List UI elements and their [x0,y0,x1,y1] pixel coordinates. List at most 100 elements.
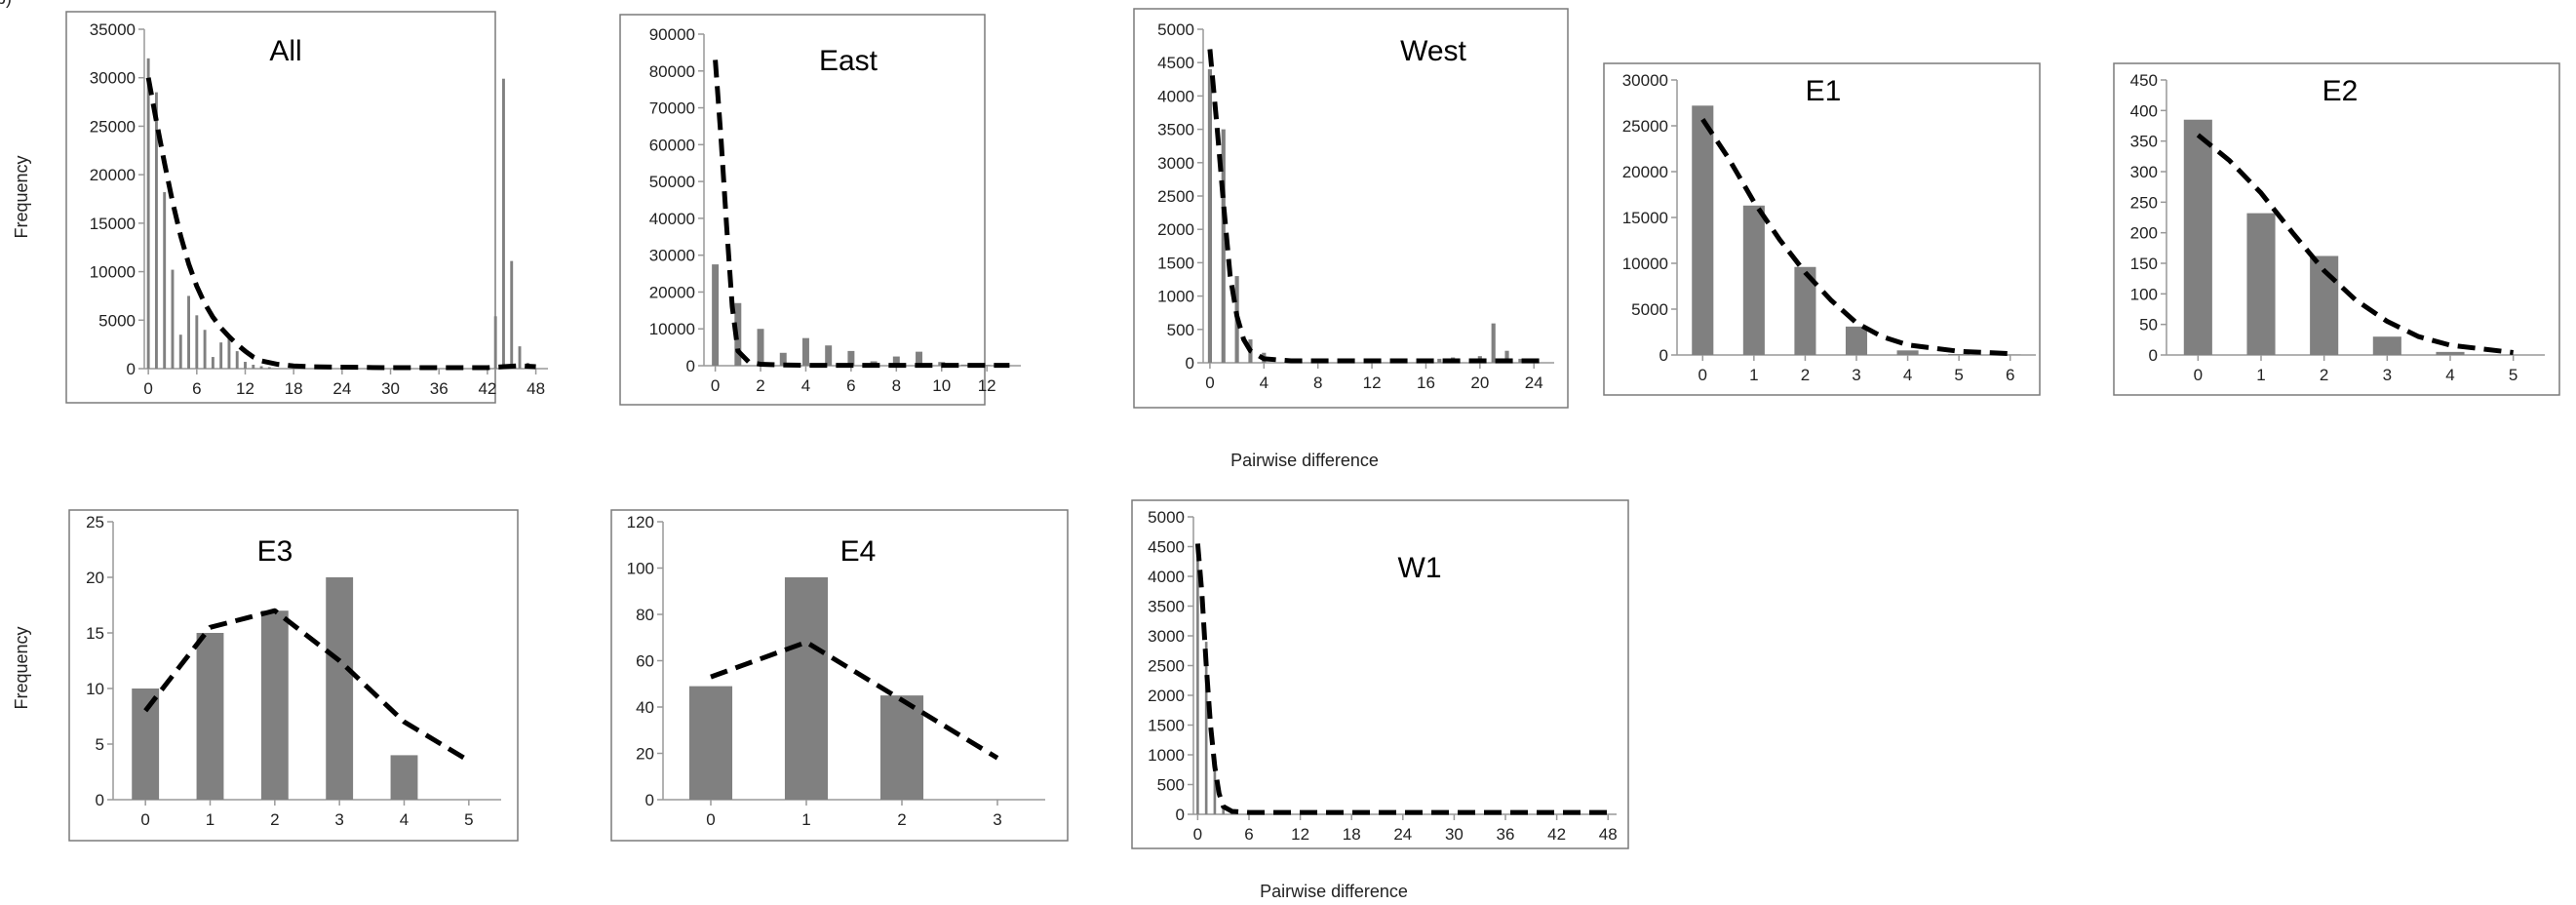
fit-curve [710,640,999,761]
bar [390,755,418,800]
y-tick-label: 10000 [649,320,695,338]
bar [1437,358,1442,363]
bar [2183,119,2212,355]
y-tick-label: 25 [86,513,104,531]
bar [801,337,809,366]
y-tick-label: 2500 [1157,187,1194,206]
chart-frame [1603,62,2041,396]
y-tick-label: 1000 [1148,746,1185,765]
y-tick-label: 2000 [1157,220,1194,239]
bar [779,352,787,366]
x-tick-label: 12 [978,376,996,395]
y-tick-label: 1000 [1157,288,1194,306]
x-tick-label: 3 [993,810,1001,829]
y-tick-label: 3500 [1148,598,1185,616]
x-tick-label: 12 [1291,825,1309,844]
x-tick-label: 24 [332,379,351,398]
chart-w1: 0 500 1000 1500 2000 2500 3000 3500 4000 4500 5000… [1131,499,1629,849]
y-tick-label: 40000 [649,210,695,228]
bar [1518,358,1523,363]
y-tick-label: 60 [636,652,654,671]
bar [983,365,991,366]
chart-title: E3 [257,535,293,568]
x-tick-label: 8 [892,376,901,395]
x-tick-label: 4 [1260,374,1268,392]
ylabel-bottom: Frequency [12,626,31,709]
y-tick-label: 4500 [1157,54,1194,72]
bar [1221,129,1226,363]
y-tick-label: 20 [86,569,104,587]
y-tick-label: 450 [2130,71,2158,90]
bar [196,633,224,800]
y-tick-label: 25000 [90,117,136,136]
chart-all: 0 5000 10000 15000 20000 25000 30000 35000 0 6 12 1… [65,11,548,404]
bar [154,92,158,369]
y-tick-label: 0 [127,360,136,378]
x-tick-label: 0 [1193,825,1202,844]
x-tick-label: 0 [140,810,149,829]
chart-title: E1 [1806,75,1842,107]
y-tick-label: 350 [2130,133,2158,151]
bar [260,610,289,800]
fit-curve [1207,49,1548,364]
x-tick-label: 0 [1698,366,1707,384]
y-tick-label: 2500 [1148,657,1185,676]
chart-east: 0 10000 20000 30000 40000 50000 60000 70000 8000… [619,14,1021,406]
bar [171,269,175,369]
bar [1222,805,1225,814]
x-tick-label: 24 [1525,374,1543,392]
bar [1213,761,1217,814]
x-tick-label: 8 [1313,374,1322,392]
y-tick-label: 0 [686,357,695,375]
bar [916,351,923,366]
x-tick-label: 18 [1343,825,1361,844]
y-tick-label: 90000 [649,25,695,44]
y-tick-label: 250 [2130,193,2158,212]
bar [879,695,924,801]
y-tick-label: 200 [2130,224,2158,243]
bar [203,330,207,369]
y-tick-label: 15000 [1622,209,1668,227]
bar [235,351,239,369]
bar [518,346,522,369]
y-tick-label: 20000 [649,283,695,301]
y-tick-label: 5 [96,735,104,754]
x-tick-label: 24 [1393,825,1412,844]
fit-curve [713,59,1010,369]
y-tick-label: 0 [96,791,104,809]
y-tick-label: 3000 [1157,154,1194,173]
y-tick-label: 3000 [1148,627,1185,646]
y-tick-label: 2000 [1148,687,1185,705]
x-tick-label: 2 [756,376,764,395]
y-tick-label: 300 [2130,163,2158,181]
x-tick-label: 0 [706,810,715,829]
bar [1845,326,1868,355]
x-tick-label: 2 [2320,366,2328,384]
fit-curve [1700,118,2010,357]
y-tick-label: 150 [2130,255,2158,273]
chart-title: E2 [2322,75,2359,107]
bar [1196,558,1199,814]
fit-curve [145,77,536,371]
x-tick-label: 36 [430,379,449,398]
bar [267,367,271,369]
bar [712,264,720,366]
y-tick-label: 5000 [1157,20,1194,39]
bar [163,192,167,369]
x-tick-label: 5 [1954,366,1963,384]
y-tick-label: 25000 [1622,117,1668,136]
y-tick-label: 5000 [1148,508,1185,527]
bar [326,577,354,800]
x-tick-label: 4 [400,810,409,829]
x-tick-label: 0 [2194,366,2203,384]
x-tick-label: 16 [1417,374,1435,392]
y-tick-label: 60000 [649,136,695,154]
y-tick-label: 4000 [1157,87,1194,105]
bar [211,357,215,369]
bar [195,315,199,369]
x-tick-label: 4 [801,376,810,395]
bar [757,329,764,366]
y-tick-label: 70000 [649,99,695,118]
y-tick-label: 400 [2130,101,2158,120]
x-tick-label: 18 [285,379,303,398]
